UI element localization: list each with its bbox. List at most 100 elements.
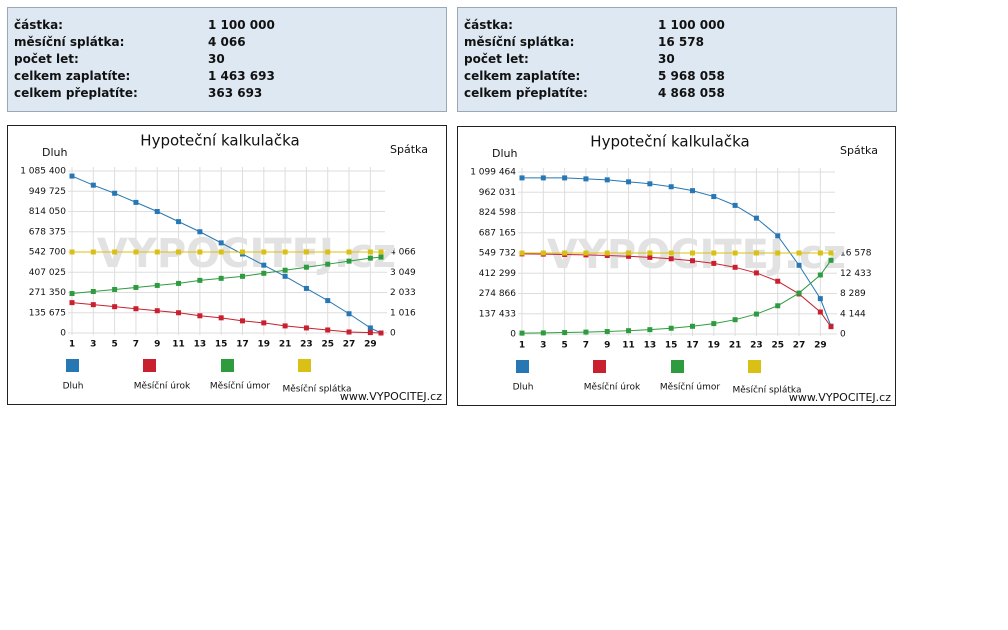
info-row: celkem zaplatíte: 1 463 693 bbox=[14, 69, 440, 86]
point-marker bbox=[239, 318, 245, 324]
point-marker bbox=[69, 173, 75, 179]
point-marker bbox=[176, 310, 182, 316]
y-tick-label: 542 700 bbox=[29, 248, 66, 258]
point-marker bbox=[711, 321, 717, 327]
point-marker bbox=[133, 306, 139, 312]
y-tick-label: 814 050 bbox=[29, 207, 66, 217]
chart-title: Hypoteční kalkulačka bbox=[140, 132, 299, 150]
point-marker bbox=[218, 275, 224, 281]
y2-tick-label: 8 289 bbox=[840, 289, 866, 299]
point-marker bbox=[303, 285, 309, 291]
point-marker bbox=[325, 249, 331, 255]
point-marker bbox=[218, 315, 224, 321]
info-panel: částka: 1 100 000 měsíční splátka: 4 066 poč… bbox=[7, 7, 447, 112]
info-label: celkem přeplatíte: bbox=[464, 86, 588, 100]
point-marker bbox=[112, 249, 118, 255]
point-marker bbox=[668, 256, 674, 262]
point-marker bbox=[647, 254, 653, 260]
x-tick-label: 21 bbox=[279, 340, 292, 350]
point-marker bbox=[239, 273, 245, 279]
point-marker bbox=[540, 175, 546, 181]
point-marker bbox=[69, 300, 75, 306]
point-marker bbox=[261, 262, 267, 268]
x-tick-label: 5 bbox=[111, 340, 117, 350]
x-tick-label: 5 bbox=[561, 341, 567, 351]
point-marker bbox=[282, 267, 288, 273]
info-row: celkem přeplatíte: 4 868 058 bbox=[464, 86, 890, 103]
point-marker bbox=[346, 329, 352, 335]
point-marker bbox=[562, 175, 568, 181]
info-label: částka: bbox=[14, 18, 63, 32]
point-marker bbox=[69, 291, 75, 297]
point-marker bbox=[583, 250, 589, 256]
legend-swatch bbox=[516, 360, 529, 373]
info-value: 1 463 693 bbox=[208, 69, 275, 83]
y-tick-label: 0 bbox=[510, 330, 516, 340]
point-marker bbox=[519, 175, 525, 181]
point-marker bbox=[711, 250, 717, 256]
y-tick-label: 678 375 bbox=[29, 227, 66, 237]
point-marker bbox=[197, 229, 203, 235]
source: www.VYPOCITEJ.cz bbox=[340, 390, 442, 403]
point-marker bbox=[626, 250, 632, 256]
info-row: počet let: 30 bbox=[14, 52, 440, 69]
y-tick-label: 687 165 bbox=[479, 228, 516, 238]
point-marker bbox=[261, 249, 267, 255]
point-marker bbox=[176, 249, 182, 255]
point-marker bbox=[796, 250, 802, 256]
x-tick-label: 17 bbox=[686, 341, 699, 351]
point-marker bbox=[540, 250, 546, 256]
point-marker bbox=[817, 250, 823, 256]
point-marker bbox=[346, 258, 352, 264]
point-marker bbox=[562, 330, 568, 336]
point-marker bbox=[519, 250, 525, 256]
x-tick-label: 9 bbox=[604, 341, 610, 351]
info-label: celkem zaplatíte: bbox=[464, 69, 581, 83]
info-panel: částka: 1 100 000 měsíční splátka: 16 578 po… bbox=[457, 7, 897, 112]
point-marker bbox=[176, 280, 182, 286]
point-marker bbox=[367, 255, 373, 261]
y-tick-label: 135 675 bbox=[29, 308, 66, 318]
legend-label: Měsíční úmor bbox=[660, 382, 720, 393]
point-marker bbox=[176, 219, 182, 225]
x-tick-label: 29 bbox=[364, 340, 377, 350]
x-tick-label: 17 bbox=[236, 340, 249, 350]
point-marker bbox=[775, 250, 781, 256]
point-marker bbox=[732, 264, 738, 270]
x-tick-label: 3 bbox=[90, 340, 96, 350]
y2-tick-label: 0 bbox=[390, 329, 396, 339]
point-marker bbox=[753, 270, 759, 276]
x-tick-label: 7 bbox=[583, 341, 589, 351]
x-tick-label: 11 bbox=[622, 341, 635, 351]
point-marker bbox=[519, 330, 525, 336]
y2-tick-label: 4 144 bbox=[840, 309, 866, 319]
point-marker bbox=[90, 182, 96, 188]
point-marker bbox=[583, 329, 589, 335]
series-line bbox=[71, 302, 382, 334]
point-marker bbox=[218, 249, 224, 255]
point-marker bbox=[197, 277, 203, 283]
legend-label: Měsíční splátka bbox=[732, 385, 801, 396]
point-marker bbox=[69, 249, 75, 255]
point-marker bbox=[668, 325, 674, 331]
point-marker bbox=[775, 233, 781, 239]
point-marker bbox=[154, 208, 160, 214]
info-value: 5 968 058 bbox=[658, 69, 725, 83]
x-tick-label: 25 bbox=[771, 341, 784, 351]
legend-swatch bbox=[748, 360, 761, 373]
series-line bbox=[521, 253, 832, 327]
point-marker bbox=[604, 250, 610, 256]
chart: Hypoteční kalkulačka Dluh Spátka 0 135 675 27… bbox=[7, 125, 447, 405]
info-value: 16 578 bbox=[658, 35, 704, 49]
point-marker bbox=[133, 284, 139, 290]
legend-swatch bbox=[593, 360, 606, 373]
point-marker bbox=[112, 286, 118, 292]
point-marker bbox=[626, 253, 632, 259]
point-marker bbox=[112, 190, 118, 196]
y2-tick-label: 2 033 bbox=[390, 288, 416, 298]
y-tick-label: 949 725 bbox=[29, 187, 66, 197]
legend-label: Měsíční úrok bbox=[134, 381, 191, 392]
info-label: měsíční splátka: bbox=[464, 35, 575, 49]
x-tick-label: 3 bbox=[540, 341, 546, 351]
point-marker bbox=[796, 290, 802, 296]
